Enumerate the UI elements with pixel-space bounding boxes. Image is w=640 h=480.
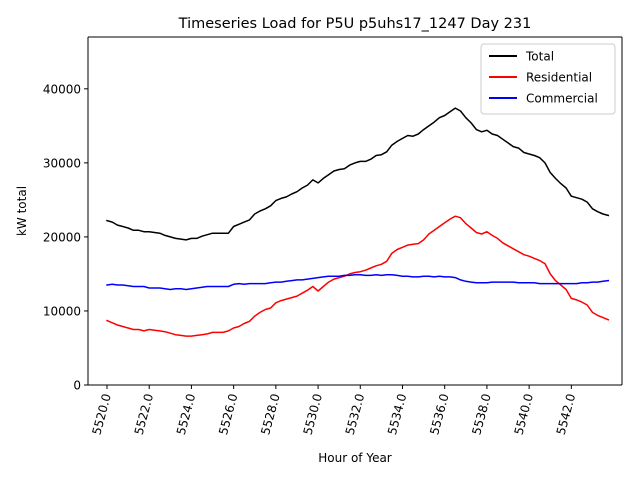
y-tick-label: 40000 [43,82,81,96]
series-line-total [106,107,610,241]
chart-title: Timeseries Load for P5U p5uhs17_1247 Day… [178,16,532,32]
y-axis: 0 10000 20000 30000 40000 [43,82,88,393]
series-line-residential [106,215,610,337]
x-axis: 5520.0 5522.0 5524.0 5526.0 5528.0 5530.0 5532… [90,385,578,436]
x-tick-label: 5528.0 [258,392,282,436]
axes-frame [87,36,623,386]
legend-label-total: Total [525,50,554,64]
y-tick-label: 10000 [43,304,81,318]
y-tick-label: 20000 [43,230,81,244]
y-tick-label: 0 [73,379,81,393]
legend-label-commercial: Commercial [526,92,598,106]
x-tick-label: 5532.0 [343,392,367,436]
x-tick-label: 5534.0 [385,392,409,436]
legend-box [480,43,616,115]
x-tick-label: 5520.0 [90,392,114,436]
x-tick-label: 5540.0 [512,392,536,436]
x-tick-label: 5522.0 [132,392,156,436]
y-tick-label: 30000 [43,156,81,170]
x-tick-label: 5524.0 [174,392,198,436]
x-tick-label: 5530.0 [301,392,325,436]
x-tick-label: 5538.0 [469,392,493,436]
x-tick-label: 5542.0 [554,392,578,436]
x-tick-label: 5526.0 [216,392,240,436]
y-axis-label: kW total [15,186,29,236]
x-tick-label: 5536.0 [427,392,451,436]
series-layer [106,107,610,337]
legend-label-residential: Residential [526,71,592,85]
x-axis-label: Hour of Year [318,451,392,465]
legend: Total Residential Commercial [480,43,616,115]
series-line-commercial [106,273,610,291]
